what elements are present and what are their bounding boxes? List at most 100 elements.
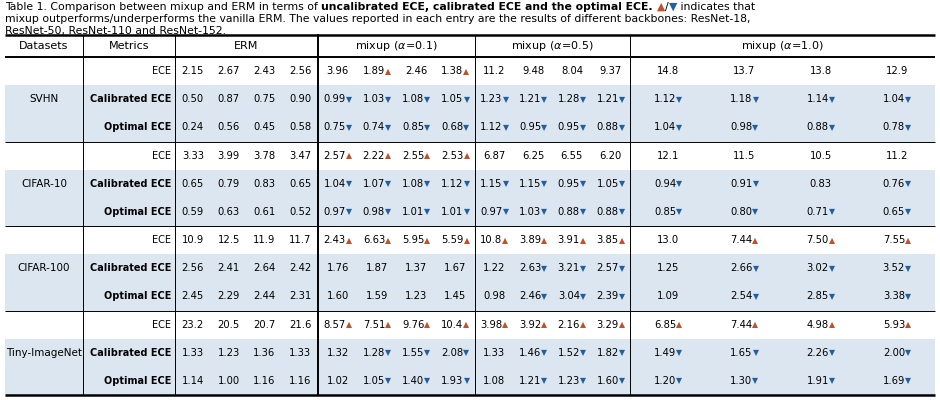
Text: 0.76: 0.76 — [883, 179, 905, 189]
Text: 1.25: 1.25 — [657, 263, 680, 273]
Text: 1.04: 1.04 — [654, 122, 676, 132]
Text: ▼: ▼ — [541, 292, 547, 301]
Text: 1.18: 1.18 — [730, 94, 753, 104]
Text: 1.21: 1.21 — [519, 376, 541, 386]
Bar — [5, 170, 935, 198]
Text: ▼: ▼ — [829, 123, 835, 132]
Text: ▼: ▼ — [541, 264, 547, 273]
Text: 4.98: 4.98 — [807, 320, 829, 330]
Text: ▲: ▲ — [541, 320, 547, 329]
Text: ▼: ▼ — [829, 376, 835, 386]
Text: 1.23: 1.23 — [217, 348, 240, 358]
Text: ▼: ▼ — [619, 292, 625, 301]
Text: 1.46: 1.46 — [519, 348, 541, 358]
Text: Optimal ECE: Optimal ECE — [103, 292, 171, 302]
Bar — [5, 254, 935, 282]
Text: 2.55: 2.55 — [402, 150, 424, 160]
Text: ▼: ▼ — [829, 264, 835, 273]
Text: ▼: ▼ — [676, 208, 682, 216]
Text: 1.05: 1.05 — [363, 376, 385, 386]
Text: 10.8: 10.8 — [480, 235, 503, 245]
Text: 1.32: 1.32 — [326, 348, 349, 358]
Text: ▼: ▼ — [385, 95, 391, 104]
Text: ▼: ▼ — [753, 179, 759, 188]
Text: 1.15: 1.15 — [480, 179, 503, 189]
Text: 0.61: 0.61 — [253, 207, 275, 217]
Text: 13.7: 13.7 — [733, 66, 756, 76]
Text: ▲: ▲ — [905, 236, 911, 244]
Text: 0.65: 0.65 — [181, 179, 204, 189]
Text: ▼: ▼ — [829, 208, 835, 216]
Text: 2.29: 2.29 — [217, 292, 240, 302]
Text: 1.69: 1.69 — [883, 376, 905, 386]
Text: 6.55: 6.55 — [560, 150, 583, 160]
Text: ▼: ▼ — [619, 95, 625, 104]
Text: 0.98: 0.98 — [363, 207, 385, 217]
Text: ECE: ECE — [152, 235, 171, 245]
Text: 1.08: 1.08 — [402, 179, 424, 189]
Text: 2.43: 2.43 — [323, 235, 346, 245]
Text: ▼: ▼ — [503, 95, 509, 104]
Text: ▲: ▲ — [424, 236, 431, 244]
Text: ▼: ▼ — [619, 123, 624, 132]
Text: 1.16: 1.16 — [289, 376, 311, 386]
Text: 0.58: 0.58 — [290, 122, 311, 132]
Text: uncalibrated ECE, calibrated ECE and the optimal ECE.: uncalibrated ECE, calibrated ECE and the… — [321, 2, 653, 12]
Text: 0.68: 0.68 — [441, 122, 463, 132]
Text: 1.65: 1.65 — [730, 348, 753, 358]
Text: 6.63: 6.63 — [363, 235, 385, 245]
Text: 3.38: 3.38 — [883, 292, 905, 302]
Text: 2.15: 2.15 — [181, 66, 204, 76]
Text: ▼: ▼ — [668, 2, 677, 12]
Text: 6.87: 6.87 — [483, 150, 506, 160]
Text: Table 1. Comparison between mixup and ERM in terms of: Table 1. Comparison between mixup and ER… — [5, 2, 321, 12]
Text: ▼: ▼ — [424, 95, 431, 104]
Text: ECE: ECE — [152, 66, 171, 76]
Text: 3.85: 3.85 — [597, 235, 619, 245]
Text: 1.89: 1.89 — [363, 66, 385, 76]
Text: 1.23: 1.23 — [557, 376, 580, 386]
Text: Calibrated ECE: Calibrated ECE — [89, 348, 171, 358]
Text: ▼: ▼ — [676, 179, 682, 188]
Text: 0.50: 0.50 — [181, 94, 204, 104]
Text: ▲: ▲ — [905, 320, 911, 329]
Text: 1.00: 1.00 — [217, 376, 240, 386]
Text: ▼: ▼ — [752, 208, 759, 216]
Text: 6.20: 6.20 — [600, 150, 621, 160]
Text: 2.26: 2.26 — [807, 348, 829, 358]
Text: 2.41: 2.41 — [217, 263, 240, 273]
Text: 1.60: 1.60 — [326, 292, 349, 302]
Text: Optimal ECE: Optimal ECE — [103, 122, 171, 132]
Text: 1.28: 1.28 — [557, 94, 580, 104]
Text: 2.64: 2.64 — [253, 263, 275, 273]
Text: 2.85: 2.85 — [807, 292, 829, 302]
Text: ▲: ▲ — [752, 236, 759, 244]
Text: 0.83: 0.83 — [809, 179, 832, 189]
Text: 1.30: 1.30 — [730, 376, 752, 386]
Bar — [5, 339, 935, 367]
Text: 7.50: 7.50 — [807, 235, 829, 245]
Text: ▼: ▼ — [346, 123, 352, 132]
Text: 1.04: 1.04 — [883, 94, 905, 104]
Text: ResNet-50, ResNet-110 and ResNet-152.: ResNet-50, ResNet-110 and ResNet-152. — [5, 26, 226, 36]
Text: ▼: ▼ — [385, 376, 391, 386]
Text: 1.16: 1.16 — [253, 376, 275, 386]
Text: ▼: ▼ — [829, 95, 835, 104]
Text: Calibrated ECE: Calibrated ECE — [89, 94, 171, 104]
Text: ▲: ▲ — [580, 320, 586, 329]
Text: 0.88: 0.88 — [557, 207, 580, 217]
Text: indicates that: indicates that — [677, 2, 755, 12]
Text: 2.46: 2.46 — [405, 66, 428, 76]
Text: ▼: ▼ — [676, 123, 682, 132]
Text: 5.93: 5.93 — [883, 320, 905, 330]
Text: 11.2: 11.2 — [885, 150, 908, 160]
Text: 1.93: 1.93 — [441, 376, 463, 386]
Text: ▼: ▼ — [463, 348, 469, 357]
Text: 1.37: 1.37 — [405, 263, 428, 273]
Text: 2.42: 2.42 — [289, 263, 311, 273]
Text: 1.05: 1.05 — [441, 94, 463, 104]
Text: 3.04: 3.04 — [557, 292, 580, 302]
Text: 0.95: 0.95 — [519, 122, 541, 132]
Text: 1.23: 1.23 — [480, 94, 503, 104]
Text: 1.03: 1.03 — [363, 94, 385, 104]
